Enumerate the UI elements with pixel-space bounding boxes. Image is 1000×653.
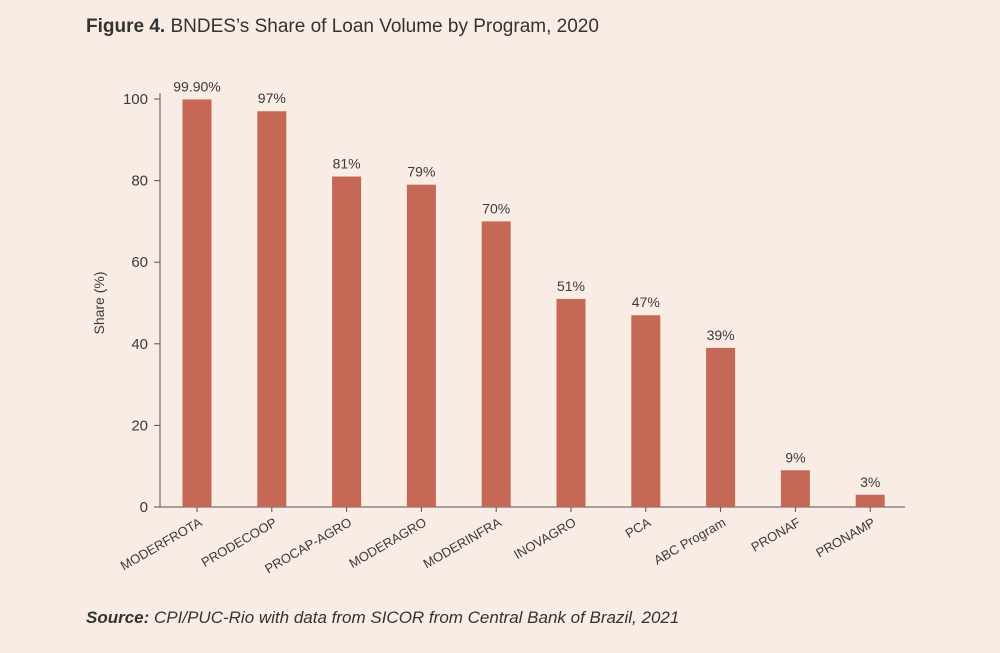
category-label: INOVAGRO	[511, 515, 578, 563]
source-note: Source: CPI/PUC-Rio with data from SICOR…	[86, 608, 679, 628]
y-tick-label: 100	[123, 91, 148, 108]
bar	[706, 347, 736, 507]
data-label: 51%	[557, 278, 585, 294]
y-tick-label: 40	[131, 336, 148, 353]
bar	[556, 298, 586, 507]
data-label: 3%	[860, 474, 880, 490]
data-label: 97%	[258, 90, 286, 106]
category-label: PRONAF	[748, 515, 802, 555]
data-label: 99.90%	[173, 78, 220, 94]
data-label: 79%	[407, 164, 435, 180]
data-label: 47%	[632, 294, 660, 310]
data-label: 81%	[333, 156, 361, 172]
category-label: ABC Program	[651, 515, 728, 568]
source-text: CPI/PUC-Rio with data from SICOR from Ce…	[154, 608, 680, 627]
figure-label: Figure 4.	[86, 16, 166, 37]
source-label: Source:	[86, 608, 150, 627]
y-tick-label: 20	[131, 417, 148, 434]
y-tick-label: 80	[131, 173, 148, 190]
category-label: MODERINFRA	[421, 514, 504, 571]
title-text: BNDES’s Share of Loan Volume by Program,…	[170, 16, 599, 37]
bar	[631, 315, 661, 507]
bar	[855, 494, 885, 507]
bar	[257, 111, 287, 508]
bar	[780, 470, 810, 507]
data-label: 39%	[707, 327, 735, 343]
bar	[481, 221, 511, 507]
data-label: 9%	[785, 449, 805, 465]
y-tick-label: 0	[140, 499, 148, 516]
category-label: MODERFROTA	[118, 514, 205, 573]
bar	[182, 99, 212, 508]
bar	[406, 184, 436, 507]
y-tick-label: 60	[131, 254, 148, 271]
bar	[332, 176, 362, 507]
chart-title: Figure 4. BNDES’s Share of Loan Volume b…	[86, 16, 599, 38]
category-label: MODERAGRO	[346, 515, 429, 571]
data-label: 70%	[482, 200, 510, 216]
y-axis-label: Share (%)	[91, 271, 107, 334]
category-label: PRONAMP	[813, 515, 877, 561]
category-label: PCA	[623, 514, 654, 541]
